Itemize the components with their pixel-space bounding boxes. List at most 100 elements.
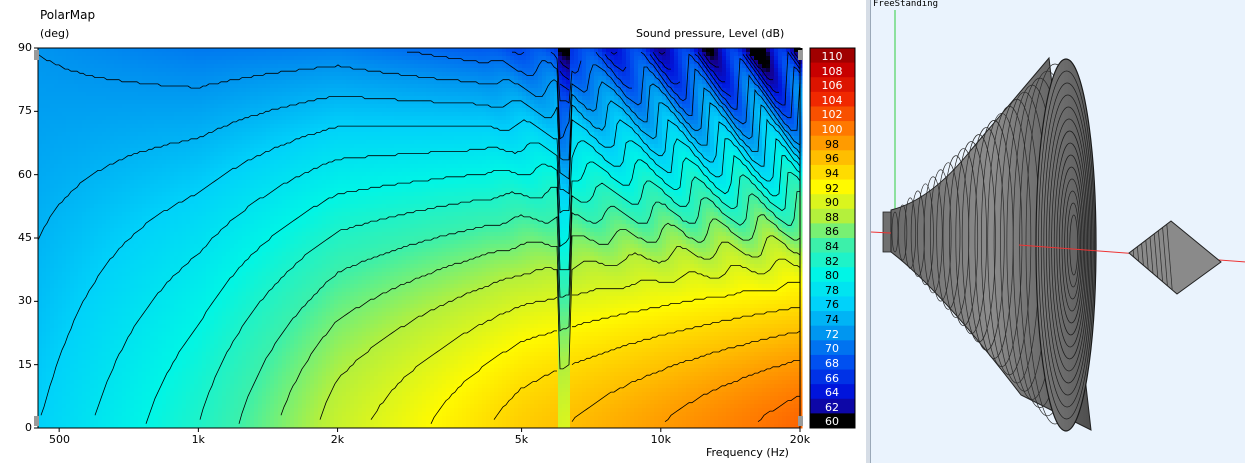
heatmap-cell bbox=[194, 228, 199, 233]
heatmap-cell bbox=[186, 52, 191, 57]
heatmap-cell bbox=[118, 100, 123, 105]
heatmap-cell bbox=[130, 60, 135, 65]
heatmap-cell bbox=[98, 224, 103, 229]
heatmap-cell bbox=[198, 92, 203, 97]
heatmap-cell bbox=[62, 96, 67, 101]
heatmap-cell bbox=[154, 136, 159, 141]
heatmap-cell bbox=[214, 88, 219, 93]
heatmap-cell bbox=[134, 180, 139, 185]
heatmap-cell bbox=[190, 308, 195, 313]
heatmap-cell bbox=[58, 168, 63, 173]
heatmap-cell bbox=[122, 192, 127, 197]
heatmap-cell bbox=[158, 408, 163, 413]
heatmap-cell bbox=[162, 412, 167, 417]
heatmap-cell bbox=[166, 104, 171, 109]
heatmap-cell bbox=[170, 248, 175, 253]
heatmap-cell bbox=[130, 84, 135, 89]
heatmap-cell bbox=[78, 64, 83, 69]
heatmap-cell bbox=[238, 376, 243, 381]
heatmap-cell bbox=[42, 268, 47, 273]
heatmap-cell bbox=[110, 408, 115, 413]
heatmap-cell bbox=[82, 280, 87, 285]
heatmap-cell bbox=[102, 328, 107, 333]
heatmap-cell bbox=[78, 56, 83, 61]
heatmap-cell bbox=[206, 104, 211, 109]
heatmap-cell bbox=[134, 412, 139, 417]
heatmap-cell bbox=[226, 268, 231, 273]
heatmap-cell bbox=[230, 336, 235, 341]
heatmap-cell bbox=[74, 200, 79, 205]
heatmap-cell bbox=[118, 324, 123, 329]
heatmap-cell bbox=[222, 400, 227, 405]
heatmap-cell bbox=[86, 60, 91, 65]
heatmap-cell bbox=[238, 76, 243, 81]
heatmap-cell bbox=[214, 60, 219, 65]
heatmap-cell bbox=[94, 328, 99, 333]
heatmap-cell bbox=[206, 100, 211, 105]
heatmap-cell bbox=[42, 392, 47, 397]
heatmap-cell bbox=[126, 188, 131, 193]
heatmap-cell bbox=[190, 48, 195, 53]
heatmap-cell bbox=[162, 416, 167, 421]
heatmap-cell bbox=[38, 248, 43, 253]
heatmap-cell bbox=[106, 140, 111, 145]
heatmap-cell bbox=[54, 368, 59, 373]
heatmap-cell bbox=[134, 68, 139, 73]
heatmap-cell bbox=[210, 368, 215, 373]
heatmap-cell bbox=[170, 120, 175, 125]
heatmap-cell bbox=[138, 100, 143, 105]
heatmap-cell bbox=[78, 364, 83, 369]
heatmap-cell bbox=[114, 296, 119, 301]
heatmap-cell bbox=[202, 212, 207, 217]
heatmap-cell bbox=[174, 112, 179, 117]
heatmap-cell bbox=[210, 408, 215, 413]
heatmap-cell bbox=[58, 136, 63, 141]
heatmap-cell bbox=[230, 76, 235, 81]
heatmap-cell bbox=[158, 120, 163, 125]
heatmap-cell bbox=[114, 332, 119, 337]
heatmap-cell bbox=[46, 68, 51, 73]
heatmap-cell bbox=[122, 376, 127, 381]
heatmap-cell bbox=[182, 268, 187, 273]
heatmap-cell bbox=[206, 384, 211, 389]
heatmap-cell bbox=[74, 252, 79, 257]
heatmap-cell bbox=[238, 364, 243, 369]
heatmap-cell bbox=[54, 332, 59, 337]
heatmap-cell bbox=[86, 284, 91, 289]
heatmap-cell bbox=[210, 192, 215, 197]
heatmap-cell bbox=[246, 252, 251, 257]
heatmap-cell bbox=[134, 400, 139, 405]
heatmap-cell bbox=[142, 256, 147, 261]
heatmap-cell bbox=[38, 188, 43, 193]
heatmap-cell bbox=[226, 52, 231, 57]
heatmap-cell bbox=[66, 240, 71, 245]
heatmap-cell bbox=[82, 368, 87, 373]
heatmap-cell bbox=[66, 200, 71, 205]
heatmap-cell bbox=[154, 260, 159, 265]
heatmap-cell bbox=[62, 380, 67, 385]
heatmap-cell bbox=[126, 292, 131, 297]
heatmap-cell bbox=[230, 152, 235, 157]
heatmap-cell bbox=[174, 276, 179, 281]
heatmap-cell bbox=[94, 80, 99, 85]
heatmap-cell bbox=[138, 352, 143, 357]
heatmap-cell bbox=[62, 360, 67, 365]
heatmap-cell bbox=[106, 420, 111, 425]
heatmap-cell bbox=[82, 116, 87, 121]
heatmap-cell bbox=[150, 312, 155, 317]
heatmap-cell bbox=[230, 84, 235, 89]
heatmap-cell bbox=[114, 216, 119, 221]
heatmap-cell bbox=[130, 244, 135, 249]
heatmap-cell bbox=[62, 84, 67, 89]
heatmap-cell bbox=[138, 344, 143, 349]
heatmap-cell bbox=[214, 328, 219, 333]
heatmap-cell bbox=[206, 304, 211, 309]
heatmap-cell bbox=[158, 384, 163, 389]
heatmap-cell bbox=[118, 160, 123, 165]
heatmap-cell bbox=[166, 88, 171, 93]
heatmap-cell bbox=[54, 88, 59, 93]
heatmap-cell bbox=[178, 320, 183, 325]
heatmap-cell bbox=[210, 112, 215, 117]
heatmap-cell bbox=[198, 360, 203, 365]
heatmap-cell bbox=[230, 244, 235, 249]
